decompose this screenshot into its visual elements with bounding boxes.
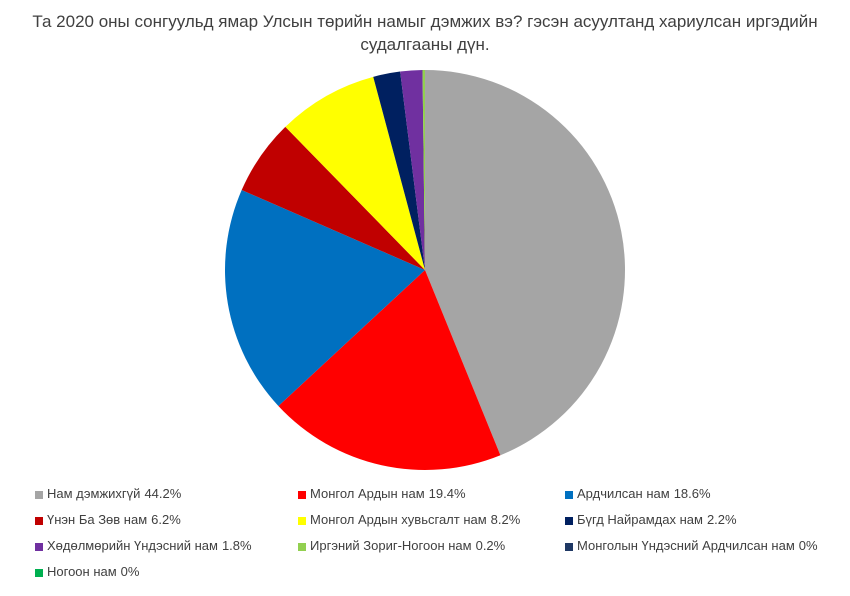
chart-title: Та 2020 оны сонгуульд ямар Улсын төрийн …: [32, 12, 818, 54]
legend-label: Ногоон нам 0%: [47, 564, 140, 579]
legend-label: Нам дэмжихгүй 44.2%: [47, 486, 182, 501]
legend-name: Үнэн Ба Зөв нам: [47, 512, 147, 527]
legend-marker: [298, 491, 306, 499]
pie-slice: [425, 70, 625, 456]
legend-value: 0%: [121, 564, 140, 579]
legend-label: Хөдөлмөрийн Үндэсний нам 1.8%: [47, 538, 252, 553]
legend-marker: [298, 543, 306, 551]
legend-label: Ардчилсан нам 18.6%: [577, 486, 711, 501]
pie-slice: [224, 190, 425, 407]
legend-value: 6.2%: [151, 512, 181, 527]
legend-name: Хөдөлмөрийн Үндэсний нам: [47, 538, 218, 553]
legend-name: Иргэний Зориг-Ногоон нам: [310, 538, 472, 553]
pie-slice: [422, 70, 425, 270]
legend-name: Ногоон нам: [47, 564, 117, 579]
pie-slice: [278, 270, 501, 470]
legend-marker: [565, 491, 573, 499]
legend-name: Монголын Үндэсний Ардчилсан нам: [577, 538, 795, 553]
legend-value: 44.2%: [144, 486, 181, 501]
legend-marker: [298, 517, 306, 525]
legend-value: 2.2%: [707, 512, 737, 527]
legend-label: Монгол Ардын нам 19.4%: [310, 486, 466, 501]
legend-value: 19.4%: [429, 486, 466, 501]
legend-label: Бүгд Найрамдах нам 2.2%: [577, 512, 737, 527]
legend-marker: [35, 569, 43, 577]
legend-value: 18.6%: [674, 486, 711, 501]
legend-label: Монголын Үндэсний Ардчилсан нам 0%: [577, 538, 818, 553]
pie-slice: [285, 76, 425, 270]
legend-marker: [565, 517, 573, 525]
legend-marker: [565, 543, 573, 551]
legend-value: 0.2%: [476, 538, 506, 553]
legend-value: 1.8%: [222, 538, 252, 553]
legend-label: Монгол Ардын хувьсгалт нам 8.2%: [310, 512, 521, 527]
pie-slice: [241, 126, 425, 270]
legend-value: 0%: [799, 538, 818, 553]
legend-name: Монгол Ардын хувьсгалт нам: [310, 512, 487, 527]
legend-marker: [35, 517, 43, 525]
pie-slice: [400, 70, 425, 271]
legend-label: Үнэн Ба Зөв нам 6.2%: [47, 512, 181, 527]
legend-name: Ардчилсан нам: [577, 486, 670, 501]
legend-value: 8.2%: [491, 512, 521, 527]
legend-name: Бүгд Найрамдах нам: [577, 512, 703, 527]
legend-name: Монгол Ардын нам: [310, 486, 425, 501]
legend-label: Иргэний Зориг-Ногоон нам 0.2%: [310, 538, 506, 553]
legend-marker: [35, 543, 43, 551]
legend-marker: [35, 491, 43, 499]
pie-slice: [373, 71, 425, 271]
legend-name: Нам дэмжихгүй: [47, 486, 140, 501]
